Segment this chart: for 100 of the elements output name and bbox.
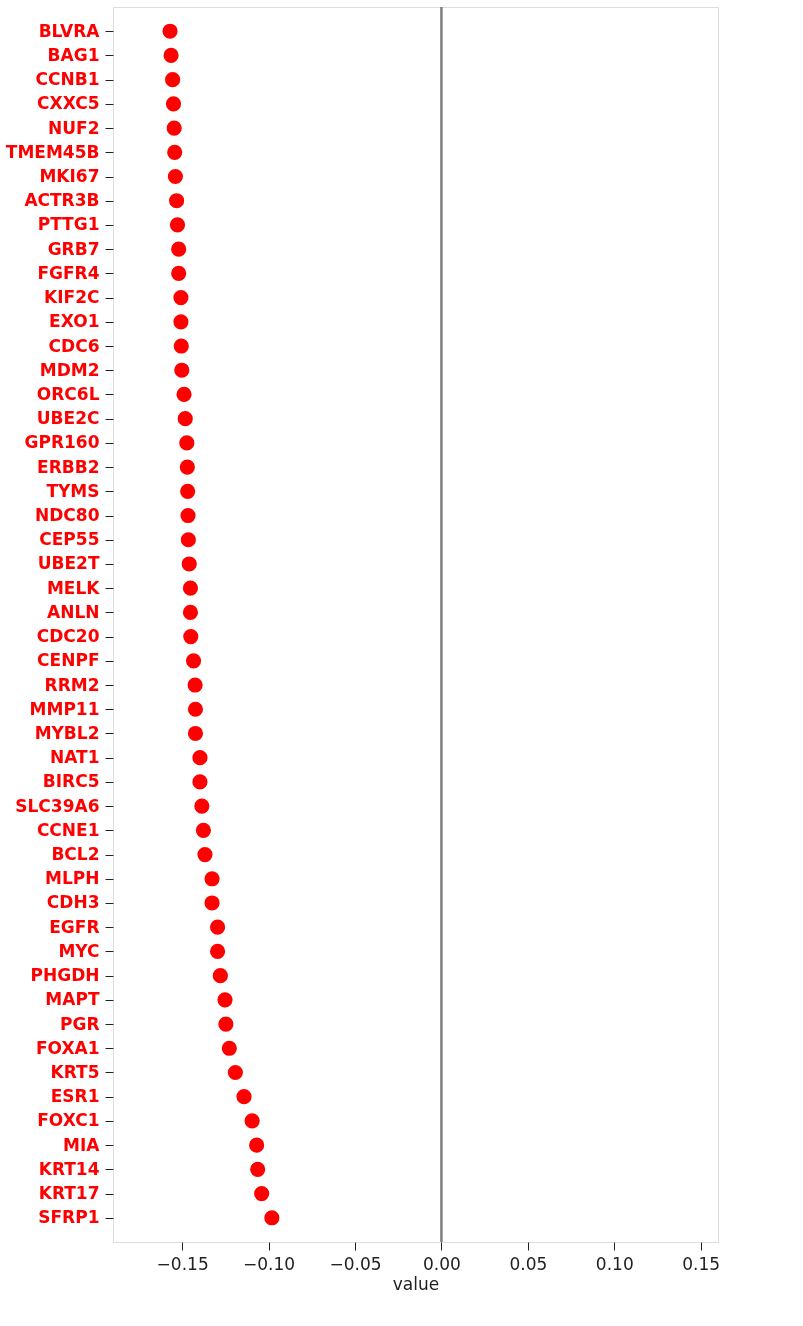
y-tick-label: CCNE1 xyxy=(36,819,100,840)
point xyxy=(204,895,220,911)
y-tick-label: MELK xyxy=(46,577,101,598)
point xyxy=(185,653,202,669)
y-tick-label: MKI67 xyxy=(39,166,100,187)
x-tick-label: −0.10 xyxy=(243,1253,296,1274)
point xyxy=(179,435,195,451)
point xyxy=(180,532,196,548)
point xyxy=(169,193,185,209)
y-tick-label: MYBL2 xyxy=(34,722,100,743)
y-tick-label: BAG1 xyxy=(47,44,100,65)
y-tick-label: ERBB2 xyxy=(37,456,100,477)
y-tick-label: CENPF xyxy=(37,650,100,671)
point xyxy=(173,290,189,306)
y-tick-label: EXO1 xyxy=(49,311,100,332)
y-tick-label: GRB7 xyxy=(47,238,100,259)
point xyxy=(221,1040,237,1056)
x-tick-label: 0.15 xyxy=(682,1253,721,1274)
y-tick-label: MYC xyxy=(58,940,100,961)
y-tick-label: EGFR xyxy=(49,916,100,937)
point xyxy=(171,241,187,257)
point xyxy=(171,265,187,281)
point xyxy=(249,1137,265,1153)
y-tick-label: ESR1 xyxy=(50,1086,100,1107)
y-tick-label: FGFR4 xyxy=(37,262,100,283)
point xyxy=(167,144,183,160)
point xyxy=(169,217,186,233)
y-tick-label: MLPH xyxy=(45,868,100,889)
point xyxy=(210,943,226,959)
point xyxy=(165,96,182,112)
point xyxy=(210,919,226,935)
y-tick-label: CCNB1 xyxy=(35,69,100,90)
y-tick-label: FOXC1 xyxy=(37,1110,100,1131)
y-tick-label: NDC80 xyxy=(35,505,100,526)
y-tick-label: CDC20 xyxy=(36,626,100,647)
point xyxy=(187,725,204,742)
y-tick-label: UBE2T xyxy=(37,553,100,574)
x-tick-label: 0.10 xyxy=(595,1253,634,1274)
y-tick-label: TYMS xyxy=(46,480,100,501)
y-tick-label: PTTG1 xyxy=(37,214,100,235)
point xyxy=(162,23,178,39)
point xyxy=(204,871,220,887)
y-tick-label: CDC6 xyxy=(48,335,100,356)
y-tick-label: ACTR3B xyxy=(24,190,100,211)
point xyxy=(183,629,199,645)
y-tick-label: ANLN xyxy=(47,601,100,622)
x-tick-label: −0.05 xyxy=(329,1253,382,1274)
y-tick-label: BCL2 xyxy=(51,844,100,865)
y-tick-label: KRT14 xyxy=(38,1158,100,1179)
point xyxy=(181,556,197,572)
y-tick-label: GPR160 xyxy=(24,432,100,453)
point xyxy=(187,677,203,693)
y-tick-label: SFRP1 xyxy=(38,1207,100,1228)
point xyxy=(173,314,189,330)
point xyxy=(236,1089,252,1105)
point xyxy=(163,47,179,63)
point xyxy=(212,968,228,984)
x-axis-title: value xyxy=(392,1273,440,1294)
point xyxy=(182,604,199,620)
point xyxy=(192,750,208,766)
point xyxy=(166,120,182,136)
y-tick-label: RRM2 xyxy=(44,674,100,695)
y-tick-label: NAT1 xyxy=(50,747,100,768)
point xyxy=(254,1186,270,1202)
y-tick-label: BIRC5 xyxy=(42,771,100,792)
y-tick-label: MDM2 xyxy=(39,359,100,380)
point xyxy=(167,168,183,185)
y-tick-label: KRT5 xyxy=(50,1061,100,1082)
point xyxy=(244,1113,260,1129)
point xyxy=(195,822,211,838)
point xyxy=(179,459,195,475)
y-tick-label: SLC39A6 xyxy=(15,795,100,816)
point xyxy=(218,1016,234,1032)
point xyxy=(165,72,181,88)
point xyxy=(182,580,199,596)
point xyxy=(180,483,196,499)
point xyxy=(177,411,193,427)
y-tick-label: MIA xyxy=(63,1134,101,1155)
point xyxy=(264,1210,280,1226)
point xyxy=(194,798,210,814)
point xyxy=(227,1064,243,1081)
y-tick-label: KIF2C xyxy=(44,287,100,308)
y-tick-label: CXXC5 xyxy=(37,93,100,114)
y-tick-label: PGR xyxy=(59,1013,100,1034)
x-tick-label: 0.00 xyxy=(423,1253,461,1274)
y-tick-label: NUF2 xyxy=(48,117,100,138)
y-tick-label: CEP55 xyxy=(39,529,100,550)
y-tick-label: UBE2C xyxy=(36,408,100,429)
y-tick-label: MAPT xyxy=(45,989,100,1010)
y-tick-label: ORC6L xyxy=(36,383,100,404)
y-tick-label: TMEM45B xyxy=(5,141,100,162)
y-tick-label: MMP11 xyxy=(29,698,100,719)
y-tick-label: BLVRA xyxy=(38,20,101,41)
y-tick-label: PHGDH xyxy=(30,965,100,986)
point xyxy=(197,846,213,863)
point xyxy=(174,362,190,378)
y-tick-label: CDH3 xyxy=(46,892,100,913)
point xyxy=(217,992,233,1008)
y-tick-label: FOXA1 xyxy=(35,1037,100,1058)
point xyxy=(180,507,196,524)
